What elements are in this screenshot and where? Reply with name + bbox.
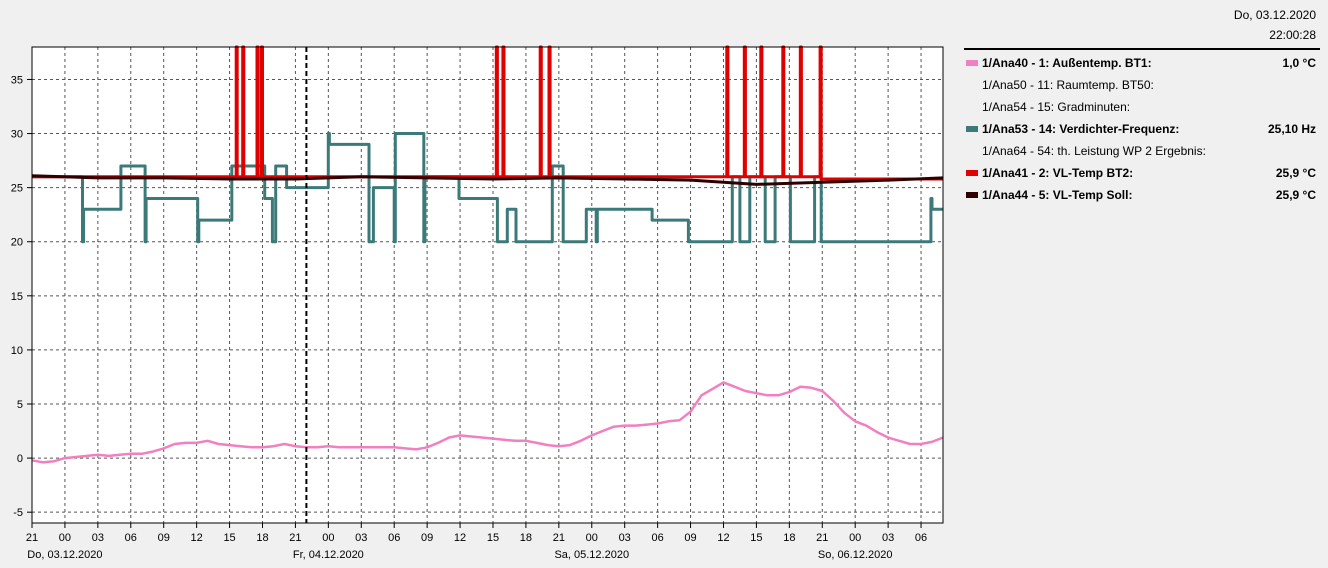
legend-separator [964, 48, 1320, 50]
x-tick-label: 00 [586, 532, 598, 544]
x-tick-label: 12 [454, 532, 466, 544]
y-tick-label: 20 [11, 237, 23, 249]
x-tick-label: 09 [421, 532, 433, 544]
grid [32, 47, 943, 523]
y-tick-label: 25 [11, 183, 23, 195]
x-tick-label: 15 [487, 532, 499, 544]
x-tick-label: 21 [289, 532, 301, 544]
x-tick-label: 03 [355, 532, 367, 544]
legend-label: 1/Ana50 - 11: Raumtemp. BT50: [982, 78, 1154, 92]
x-tick-label: 21 [26, 532, 38, 544]
legend-row-gradminuten[interactable]: 1/Ana54 - 15: Gradminuten: [964, 96, 1320, 118]
y-tick-label: 5 [17, 399, 23, 411]
x-tick-label: 06 [388, 532, 400, 544]
x-tick-label: 12 [191, 532, 203, 544]
legend-row-aussentemp[interactable]: 1/Ana40 - 1: Außentemp. BT1: 1,0 °C [964, 52, 1320, 74]
legend-swatch [966, 126, 978, 132]
x-tick-label: 21 [816, 532, 828, 544]
x-tick-label: 00 [59, 532, 71, 544]
legend-label: 1/Ana44 - 5: VL-Temp Soll: [982, 188, 1133, 202]
legend-swatch [966, 60, 978, 66]
y-tick-label: 30 [11, 129, 23, 141]
legend-value: 25,10 Hz [1267, 122, 1316, 136]
date-label: Sa, 05.12.2020 [554, 549, 629, 561]
x-tick-label: 06 [652, 532, 664, 544]
x-tick-label: 03 [619, 532, 631, 544]
x-tick-label: 03 [92, 532, 104, 544]
legend-label: 1/Ana41 - 2: VL-Temp BT2: [982, 166, 1134, 180]
series-line-1 [32, 132, 943, 244]
legend-row-leistung[interactable]: 1/Ana64 - 54: th. Leistung WP 2 Ergebnis… [964, 140, 1320, 162]
x-tick-label: 18 [520, 532, 532, 544]
x-tick-label: 15 [750, 532, 762, 544]
series-line-0 [31, 381, 944, 464]
x-tick-label: 18 [256, 532, 268, 544]
series-layer [31, 45, 944, 464]
x-tick-label: 12 [717, 532, 729, 544]
y-tick-label: -5 [13, 507, 23, 519]
x-tick-label: 09 [684, 532, 696, 544]
y-tick-label: 10 [11, 345, 23, 357]
x-tick-label: 21 [553, 532, 565, 544]
legend-value: 1,0 °C [1282, 56, 1316, 70]
plot-frame [31, 46, 944, 524]
date-label: So, 06.12.2020 [818, 549, 893, 561]
legend-label: 1/Ana64 - 54: th. Leistung WP 2 Ergebnis… [982, 144, 1206, 158]
legend-row-vl-temp[interactable]: 1/Ana41 - 2: VL-Temp BT2: 25,9 °C [964, 162, 1320, 184]
x-tick-label: 09 [158, 532, 170, 544]
legend-row-vl-soll[interactable]: 1/Ana44 - 5: VL-Temp Soll: 25,9 °C [964, 184, 1320, 206]
x-tick-label: 03 [882, 532, 894, 544]
x-tick-label: 00 [322, 532, 334, 544]
legend-value: 25,9 °C [1275, 166, 1316, 180]
x-tick-label: 15 [223, 532, 235, 544]
axis-ticks: 21 00 03 06 09 12 15 18 21 00 03 06 09 12 15 18 21 00 03 06… [11, 74, 927, 561]
y-tick-label: 15 [11, 291, 23, 303]
date-label: Fr, 04.12.2020 [293, 549, 364, 561]
y-tick-label: 35 [11, 74, 23, 86]
x-tick-label: 00 [849, 532, 861, 544]
date-label: Do, 03.12.2020 [27, 549, 102, 561]
legend-label: 1/Ana40 - 1: Außentemp. BT1: [982, 56, 1152, 70]
legend: 1/Ana40 - 1: Außentemp. BT1: 1,0 °C 1/An… [964, 48, 1320, 206]
legend-label: 1/Ana53 - 14: Verdichter-Frequenz: [982, 122, 1180, 136]
legend-label: 1/Ana54 - 15: Gradminuten: [982, 100, 1131, 114]
x-tick-label: 06 [915, 532, 927, 544]
series-line-3 [31, 174, 944, 186]
legend-swatch [966, 170, 978, 176]
legend-row-raumtemp[interactable]: 1/Ana50 - 11: Raumtemp. BT50: [964, 74, 1320, 96]
legend-swatch [966, 192, 978, 198]
y-tick-label: 0 [17, 453, 23, 465]
legend-row-verdichter[interactable]: 1/Ana53 - 14: Verdichter-Frequenz: 25,10… [964, 118, 1320, 140]
plot-area [32, 47, 943, 523]
legend-value: 25,9 °C [1275, 188, 1316, 202]
x-tick-label: 18 [783, 532, 795, 544]
header-time: 22:00:28 [1269, 28, 1316, 42]
x-tick-label: 06 [125, 532, 137, 544]
header-date: Do, 03.12.2020 [1233, 8, 1316, 22]
